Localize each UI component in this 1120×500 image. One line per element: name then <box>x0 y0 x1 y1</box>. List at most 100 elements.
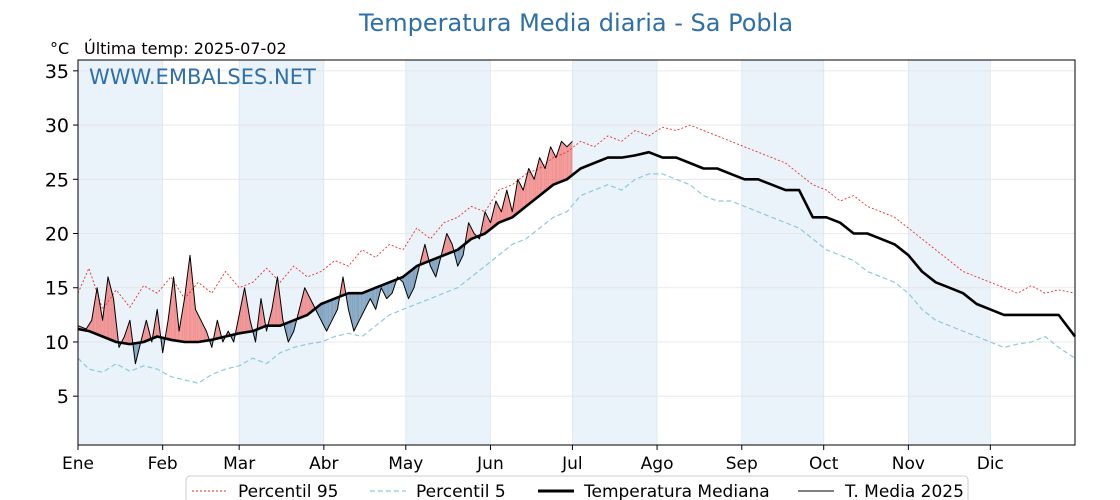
fill-above-median <box>554 154 556 185</box>
fill-above-median <box>97 287 99 335</box>
fill-below-median <box>433 259 435 275</box>
fill-above-median <box>101 312 103 337</box>
fill-above-median <box>199 317 201 342</box>
series-median <box>77 150 1077 346</box>
fill-below-median <box>232 334 234 342</box>
fill-above-median <box>560 141 562 182</box>
fill-below-median <box>332 299 334 321</box>
fill-above-median <box>87 324 89 332</box>
y-axis: 5 10 15 20 25 30 35 <box>45 61 78 408</box>
fill-above-median <box>550 146 552 187</box>
fill-above-median <box>519 182 521 212</box>
series-lines <box>77 124 1077 384</box>
month-band-ene <box>78 60 163 445</box>
fill-above-median <box>530 171 532 204</box>
fill-above-median <box>108 276 110 340</box>
y-tick-label: 35 <box>45 61 69 83</box>
fill-above-median <box>536 163 539 198</box>
fill-above-median <box>237 314 240 334</box>
fill-above-median <box>147 325 149 341</box>
fill-above-median <box>241 294 244 333</box>
x-tick-label: Sep <box>726 454 758 474</box>
fill-above-median <box>203 325 205 342</box>
fill-below-median <box>371 288 373 304</box>
fill-below-median <box>336 297 338 313</box>
fill-above-median <box>422 249 424 264</box>
fill-below-median <box>374 287 376 310</box>
fill-above-median <box>526 173 528 207</box>
fill-above-median <box>185 276 188 342</box>
fill-below-median <box>360 293 363 318</box>
fill-above-median <box>184 287 186 342</box>
y-tick-label: 5 <box>57 386 69 408</box>
fill-above-median <box>497 203 499 224</box>
fill-above-median <box>486 214 488 233</box>
y-tick-label: 30 <box>45 115 69 137</box>
watermark: WWW.EMBALSES.NET <box>89 65 316 89</box>
fill-below-median <box>358 293 360 323</box>
fill-above-median <box>215 320 218 339</box>
fill-above-median <box>195 309 197 342</box>
fill-below-median <box>459 247 461 264</box>
fill-above-median <box>448 236 450 254</box>
fill-above-median <box>243 287 245 333</box>
fill-below-median <box>373 288 375 307</box>
fill-below-median <box>352 293 354 332</box>
fill-above-median <box>494 201 496 226</box>
chart-title: Temperatura Media diaria - Sa Pobla <box>358 9 793 37</box>
fill-above-median <box>532 176 535 201</box>
fill-above-median <box>110 287 113 341</box>
fill-above-median <box>244 287 246 333</box>
month-band-jul <box>572 60 658 445</box>
fill-above-median <box>276 276 278 326</box>
fill-above-median <box>190 255 192 342</box>
fill-above-median <box>541 160 543 195</box>
fill-above-median <box>561 141 563 182</box>
fill-above-median <box>520 184 522 211</box>
fill-above-median <box>545 163 547 192</box>
fill-above-median <box>546 157 548 191</box>
fill-below-median <box>327 300 330 329</box>
fill-below-median <box>363 292 365 313</box>
month-band-nov <box>908 60 991 445</box>
fill-above-median <box>192 282 195 342</box>
fill-above-median <box>528 168 531 205</box>
y-tick-label: 20 <box>45 224 69 246</box>
fill-below-median <box>292 320 294 334</box>
fill-below-median <box>403 275 405 287</box>
series-2025 <box>77 140 573 365</box>
legend-label-median: Temperatura Mediana <box>583 482 770 500</box>
fill-above-median <box>542 163 544 194</box>
x-tick-label: Jul <box>561 454 583 474</box>
x-tick-label: May <box>388 454 423 474</box>
fill-above-median <box>306 290 308 316</box>
fill-below-median <box>349 293 352 321</box>
x-tick-label: Mar <box>223 454 255 474</box>
fill-above-median <box>556 153 558 184</box>
fill-above-median <box>521 187 524 210</box>
fill-above-median <box>504 195 506 221</box>
fill-below-median <box>291 320 293 337</box>
fill-below-median <box>326 301 328 332</box>
fill-below-median <box>351 293 353 326</box>
fill-above-median <box>202 323 204 342</box>
fill-above-median <box>468 222 470 242</box>
fill-above-median <box>176 304 178 341</box>
month-band-mar <box>239 60 324 445</box>
fill-above-median <box>566 145 569 180</box>
series-p95 <box>77 124 1076 310</box>
fill-above-median <box>523 184 525 209</box>
fill-below-median <box>323 302 326 329</box>
fill-below-median <box>412 268 414 291</box>
series-p5 <box>77 173 1076 384</box>
legend: Percentil 95 Percentil 5 Temperatura Med… <box>185 475 969 500</box>
fill-below-median <box>415 266 417 283</box>
fill-above-median <box>557 149 559 184</box>
fill-above-median <box>90 320 92 333</box>
fill-below-median <box>389 281 391 296</box>
fill-above-median <box>128 320 130 345</box>
fill-below-median <box>460 246 462 261</box>
fill-above-median <box>170 287 173 340</box>
y-tick-label: 25 <box>45 169 69 191</box>
fill-below-median <box>390 281 393 295</box>
